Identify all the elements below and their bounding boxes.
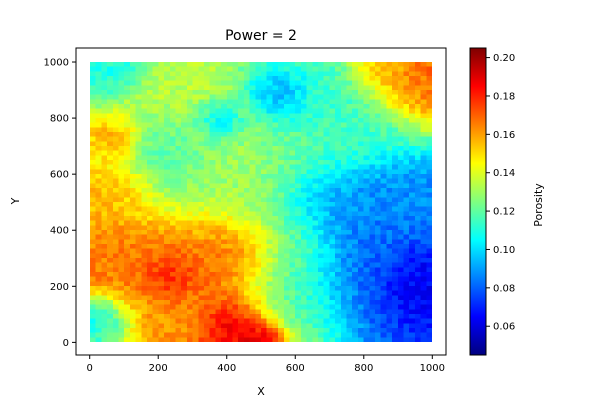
- heatmap-image: [89, 62, 433, 343]
- colorbar-label: Porosity: [532, 183, 545, 227]
- y-tick-label: 200: [50, 282, 69, 293]
- colorbar-gradient: [470, 48, 486, 355]
- x-axis-label: X: [257, 385, 265, 398]
- y-tick-label: 800: [50, 114, 69, 125]
- x-tick-label: 800: [354, 363, 373, 374]
- chart-title: Power = 2: [225, 28, 297, 44]
- x-tick-label: 200: [149, 363, 168, 374]
- colorbar: 0.06 0.08 0.10 0.12 0.14 0.16 0.18 0.20 Porosit…: [469, 47, 545, 356]
- y-tick-label: 600: [50, 170, 69, 181]
- x-tick-label: 600: [286, 363, 305, 374]
- y-tick-label: 1000: [44, 58, 69, 69]
- colorbar-tick-label: 0.06: [493, 322, 515, 333]
- plot-frame: [75, 47, 447, 356]
- colorbar-tick-label: 0.14: [493, 168, 515, 179]
- colorbar-tick-label: 0.18: [493, 91, 515, 102]
- y-tick-label: 0: [63, 338, 69, 349]
- colorbar-tick-label: 0.10: [493, 245, 515, 256]
- y-axis-label: Y: [9, 197, 22, 205]
- x-tick-label: 1000: [420, 363, 445, 374]
- plot-area: [75, 47, 447, 356]
- colorbar-tick-label: 0.12: [493, 207, 515, 218]
- y-axis: 0 200 400 600 800 1000: [44, 58, 76, 349]
- colorbar-tick-label: 0.08: [493, 283, 515, 294]
- y-tick-label: 400: [50, 226, 69, 237]
- colorbar-tick-label: 0.20: [493, 53, 515, 64]
- colorbar-tick-label: 0.16: [493, 130, 515, 141]
- x-tick-label: 400: [217, 363, 236, 374]
- colorbar-frame: [469, 47, 487, 356]
- x-axis: 0 200 400 600 800 1000: [87, 355, 445, 374]
- colorbar-ticks: 0.06 0.08 0.10 0.12 0.14 0.16 0.18 0.20: [486, 53, 515, 333]
- x-tick-label: 0: [87, 363, 93, 374]
